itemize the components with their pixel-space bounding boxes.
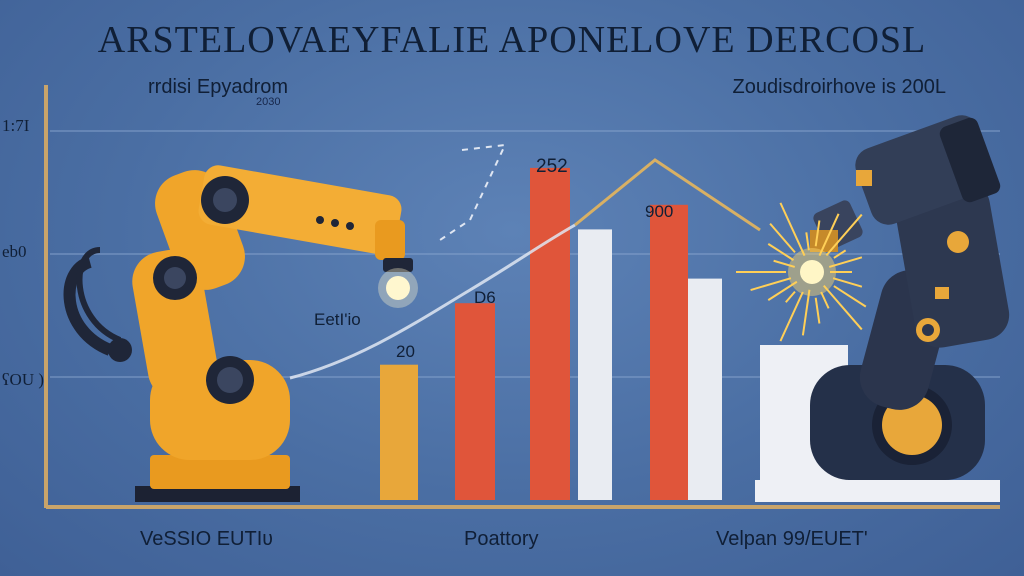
spark-ray: [805, 232, 810, 251]
spark-ray: [785, 290, 796, 303]
annotation-label: 252: [536, 156, 568, 177]
spark-ray: [769, 222, 796, 254]
spark-ray: [832, 277, 863, 288]
subtitle-right: Zoudisdroirhove is 200L: [732, 76, 946, 98]
trend-line: [289, 223, 576, 380]
annotation-label: 20: [396, 342, 415, 361]
annotation-label: 900: [645, 202, 674, 221]
x-label-right: Velpan 99/EUET': [716, 528, 868, 550]
subtitle-left: rrdisi Epyadrom: [148, 76, 289, 98]
spark-ray: [750, 277, 792, 291]
spark-ray: [828, 256, 863, 268]
spark-ray: [773, 259, 796, 268]
bar: [650, 204, 688, 501]
spark-ray: [833, 285, 867, 308]
y-tick-label: ʕOU ): [2, 370, 45, 389]
bars-group: [380, 167, 722, 501]
bar: [688, 278, 722, 500]
spark-ray: [779, 202, 806, 257]
spark-ray: [823, 284, 863, 331]
spark-ray: [767, 243, 795, 261]
bar: [530, 167, 570, 500]
spark-ray: [833, 249, 847, 259]
spark-ray: [814, 297, 821, 324]
peak-line: [574, 158, 761, 232]
x-label-left: VeSSIO EUTIʋ: [140, 528, 274, 550]
dashed-projection: [439, 143, 507, 241]
annotation-label: D6: [474, 288, 496, 307]
spark-ray: [801, 289, 811, 336]
robot-arm-orange-icon: [63, 165, 418, 502]
x-label-center: Poattory: [464, 528, 539, 550]
bar: [380, 364, 418, 500]
spark-burst-icon: [736, 202, 867, 342]
page-title: ARSTELOVAEYFALIE APONELOVE DERCOSL: [97, 19, 927, 61]
bar: [455, 303, 495, 500]
welding-robot-dark-icon: [755, 115, 1010, 502]
y-tick-label: 1:7I: [2, 116, 30, 135]
spark-ray: [820, 291, 830, 309]
spark-ray: [818, 213, 840, 257]
spark-ray: [814, 220, 821, 247]
spark-ray: [767, 280, 798, 301]
spark-ray: [825, 213, 863, 257]
bar: [578, 229, 612, 500]
subtitle-left-small: 2030: [256, 96, 281, 108]
annotation-label: EetI'io: [314, 310, 361, 329]
spark-ray: [779, 291, 804, 342]
y-tick-label: eb0: [2, 242, 27, 261]
